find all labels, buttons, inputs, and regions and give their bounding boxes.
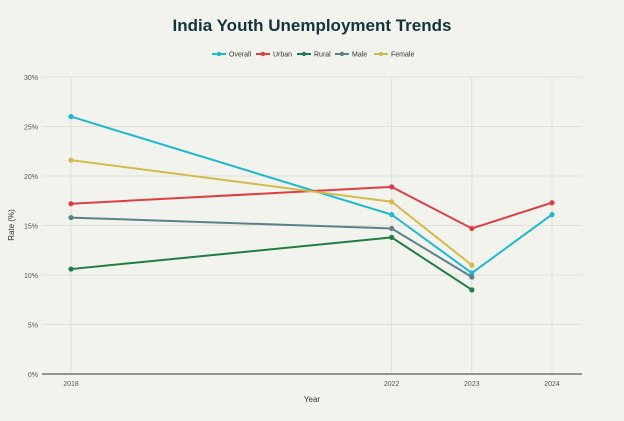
- y-tick-label: 30%: [24, 75, 38, 82]
- data-point-urban: [469, 225, 475, 232]
- data-point-overall: [469, 270, 475, 276]
- data-point-male: [469, 274, 475, 280]
- data-point-urban: [549, 200, 555, 206]
- y-tick-label: 15%: [24, 224, 38, 231]
- data-point-overall: [549, 212, 555, 218]
- data-point-rural: [389, 234, 395, 240]
- legend-marker-overall: [216, 51, 222, 57]
- data-point-rural: [469, 287, 475, 293]
- legend-label-female: Female: [391, 52, 414, 59]
- data-point-male: [389, 225, 395, 232]
- series-line-rural: [70, 236, 473, 291]
- x-tick-label: 2024: [544, 381, 560, 388]
- series-line-overall: [70, 115, 553, 275]
- data-point-urban: [389, 184, 395, 190]
- data-point-overall: [389, 212, 395, 218]
- y-tick-label: 0%: [28, 372, 38, 379]
- y-tick-label: 5%: [28, 323, 38, 330]
- x-tick-label: 2023: [464, 381, 480, 388]
- data-point-female: [68, 157, 74, 163]
- legend-marker-female: [378, 51, 384, 57]
- legend-marker-urban: [260, 51, 266, 57]
- data-point-overall: [68, 114, 74, 120]
- legend-label-urban: Urban: [273, 52, 292, 59]
- data-point-rural: [68, 266, 74, 272]
- x-axis-label: Year: [304, 395, 321, 404]
- y-tick-label: 20%: [24, 174, 38, 181]
- series-line-urban: [70, 185, 553, 230]
- chart-title: India Youth Unemployment Trends: [173, 16, 452, 35]
- series-line-male: [70, 216, 473, 278]
- axes: 0% 5% 10% 15% 20% 25% 30% 2018 2022 2023 2024: [24, 75, 582, 388]
- y-tick-label: 10%: [24, 273, 38, 280]
- legend: Overall Urban Rural Male Female: [212, 52, 414, 59]
- data-point-urban: [68, 201, 74, 207]
- y-tick-label: 25%: [24, 125, 38, 132]
- legend-label-rural: Rural: [314, 52, 331, 59]
- series-group: [68, 114, 555, 293]
- y-axis-label: Rate (%): [7, 209, 16, 241]
- legend-marker-male: [339, 51, 345, 57]
- legend-label-overall: Overall: [229, 52, 252, 59]
- legend-marker-rural: [301, 51, 307, 57]
- x-tick-label: 2018: [63, 381, 79, 388]
- data-point-female: [389, 199, 395, 205]
- data-point-male: [68, 214, 74, 221]
- legend-label-male: Male: [352, 52, 367, 59]
- x-tick-label: 2022: [384, 381, 400, 388]
- data-point-female: [469, 262, 475, 268]
